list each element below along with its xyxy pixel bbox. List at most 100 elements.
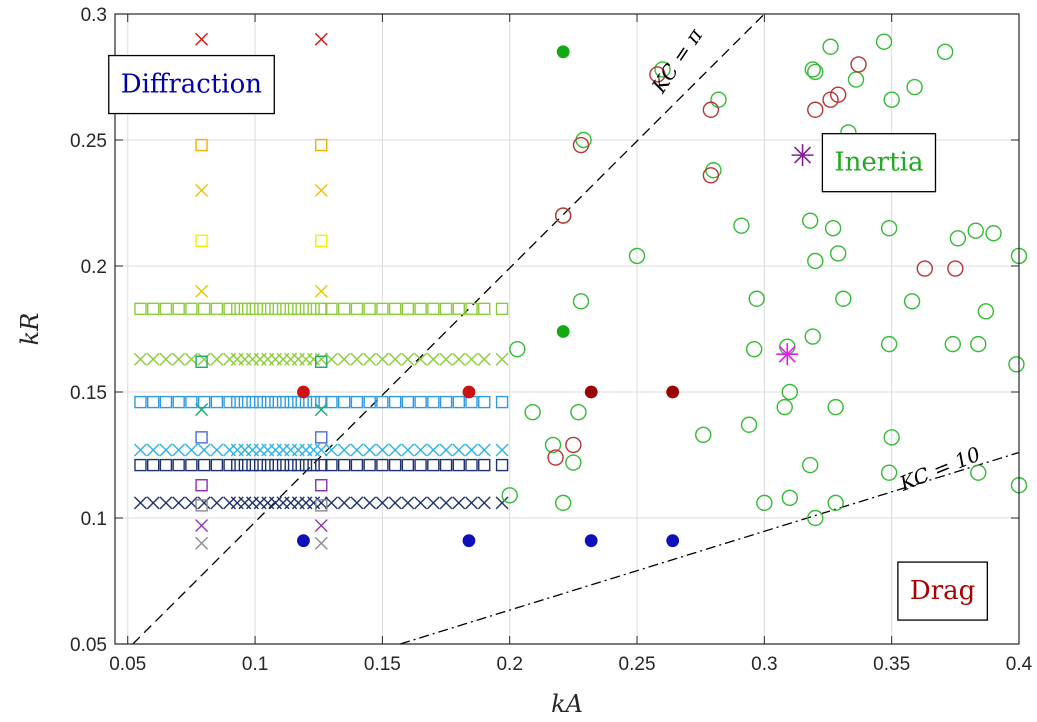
circle-marker — [695, 426, 712, 444]
x-marker — [210, 496, 224, 510]
square-marker — [452, 458, 465, 472]
square-marker — [337, 395, 351, 409]
x-marker — [337, 496, 351, 510]
square-marker — [439, 458, 453, 472]
x-marker-stroke — [195, 284, 209, 298]
square-marker — [172, 458, 185, 472]
square-marker — [261, 302, 274, 316]
x-marker — [337, 352, 351, 366]
star-marker-stroke — [793, 146, 812, 164]
x-marker-stroke — [465, 443, 479, 457]
x-marker — [337, 443, 351, 457]
x-marker — [159, 496, 173, 510]
x-marker-stroke — [210, 443, 224, 457]
square-marker — [325, 302, 338, 316]
square-marker — [350, 458, 364, 472]
circle-marker — [916, 260, 933, 277]
circle-marker — [807, 509, 824, 527]
x-tick-label: 0.15 — [364, 654, 401, 675]
x-marker — [146, 352, 160, 366]
circle-marker — [906, 78, 923, 96]
x-marker — [375, 443, 389, 457]
region-label-box: Inertia — [821, 133, 937, 193]
circle-marker — [781, 383, 799, 401]
square-marker — [388, 458, 402, 472]
circle-marker — [824, 219, 842, 237]
square-marker — [388, 395, 402, 409]
circle-marker — [850, 56, 867, 73]
circle-marker — [883, 429, 900, 446]
square-marker — [401, 395, 415, 409]
x-marker — [350, 352, 364, 366]
x-marker — [314, 403, 328, 417]
x-marker — [401, 496, 415, 510]
square-marker — [363, 302, 376, 316]
x-marker — [465, 352, 479, 366]
x-marker-stroke — [133, 352, 147, 366]
star-marker — [776, 343, 799, 366]
square-marker — [146, 302, 160, 316]
line-label: KC = π — [646, 23, 707, 98]
x-marker-stroke — [452, 443, 466, 457]
square-marker — [414, 458, 427, 472]
x-marker — [210, 352, 224, 366]
x-marker-stroke — [401, 443, 415, 457]
circle-marker — [781, 489, 799, 507]
circle-marker — [745, 340, 763, 358]
square-marker — [315, 302, 328, 316]
x-marker-stroke — [159, 496, 173, 510]
x-marker — [314, 496, 328, 510]
x-marker — [197, 352, 211, 366]
region-label: Drag — [910, 576, 975, 606]
region-label-frame — [897, 561, 988, 621]
square-marker — [223, 302, 236, 316]
square-marker — [315, 234, 328, 248]
x-marker — [195, 183, 209, 197]
x-marker-stroke — [133, 443, 147, 457]
circle-marker — [830, 86, 847, 103]
x-marker-stroke — [195, 32, 209, 46]
x-marker — [401, 352, 415, 366]
plot-frame — [114, 13, 1020, 645]
square-marker — [185, 302, 198, 316]
square-marker — [134, 458, 147, 472]
x-marker — [452, 496, 466, 510]
square-marker — [261, 458, 274, 472]
x-marker — [195, 536, 209, 550]
x-marker-stroke — [314, 183, 328, 197]
region-labels: Diffraction Inertia Drag — [108, 54, 988, 621]
square-marker — [269, 395, 282, 409]
circle-marker — [756, 494, 773, 512]
x-marker-stroke — [426, 352, 440, 366]
x-marker-stroke — [314, 284, 328, 298]
y-tick-label: 0.1 — [81, 509, 107, 530]
x-marker-stroke — [477, 496, 491, 510]
square-marker — [195, 234, 208, 248]
x-axis-label: kA — [551, 690, 583, 718]
circle-marker — [710, 91, 727, 108]
x-marker-stroke — [337, 352, 351, 366]
circle-marker — [776, 398, 793, 416]
square-marker — [315, 479, 328, 492]
circle-marker — [822, 38, 839, 55]
circle-marker — [847, 71, 865, 88]
circle-marker — [880, 219, 898, 237]
x-marker-stroke — [452, 496, 466, 510]
x-marker — [146, 496, 160, 510]
circle-marker — [944, 335, 961, 353]
square-marker — [465, 458, 478, 472]
x-marker — [477, 443, 491, 457]
x-marker-stroke — [350, 443, 364, 457]
x-marker — [452, 443, 466, 457]
square-marker — [195, 431, 208, 444]
square-marker — [195, 479, 208, 492]
x-marker — [314, 519, 328, 533]
square-marker — [195, 138, 208, 152]
x-marker-stroke — [314, 496, 328, 510]
y-tick-label: 0.2 — [81, 257, 107, 278]
filled-dot-marker — [297, 534, 310, 548]
square-marker — [376, 395, 389, 409]
circle-marker — [804, 61, 821, 78]
square-marker — [315, 355, 328, 368]
x-marker-stroke — [375, 443, 389, 457]
